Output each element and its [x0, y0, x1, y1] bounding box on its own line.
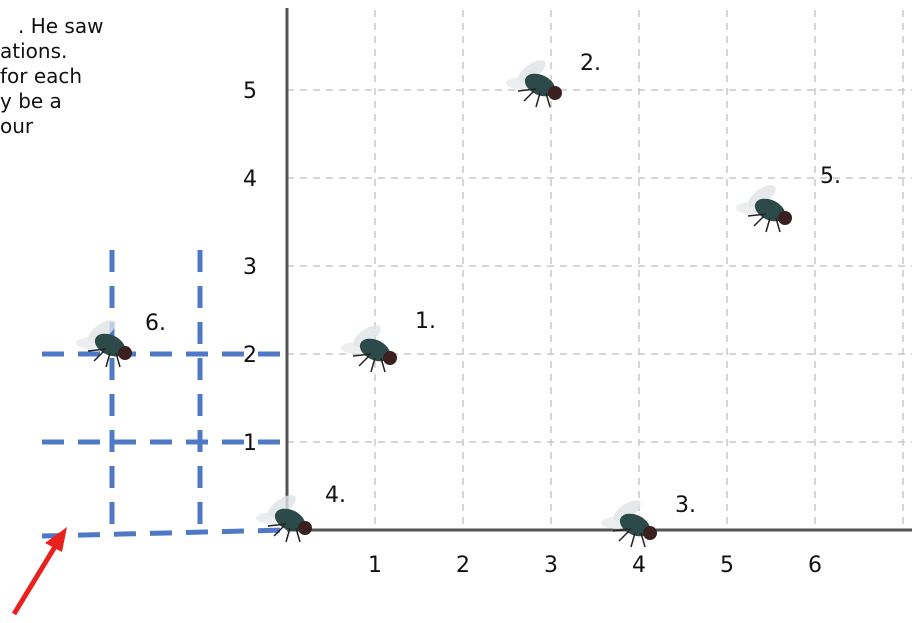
fly-label: 6.: [145, 311, 166, 336]
fly-head: [548, 86, 562, 100]
intro-line: our: [0, 114, 34, 138]
fly: [76, 316, 132, 367]
x-label: 6: [808, 553, 822, 578]
x-label: 3: [544, 553, 558, 578]
fly: [256, 491, 312, 542]
y-label: 4: [243, 167, 257, 192]
arrow: [14, 545, 56, 614]
intro-line: y be a: [0, 89, 62, 113]
fly: [736, 181, 792, 232]
x-label: 2: [456, 553, 470, 578]
intro-line: . He saw: [18, 14, 103, 38]
fly: [341, 321, 397, 372]
y-label: 1: [243, 431, 257, 456]
fly-label: 4.: [325, 483, 346, 508]
y-label: 3: [243, 255, 257, 280]
fly-head: [118, 346, 132, 360]
y-label: 5: [243, 79, 257, 104]
arrow-head: [45, 527, 67, 552]
fly-label: 2.: [580, 51, 601, 76]
fly-label: 3.: [675, 493, 696, 518]
intro-line: for each: [0, 64, 82, 88]
fly: [506, 56, 562, 107]
fly-head: [643, 526, 657, 540]
fly-label: 5.: [820, 164, 841, 189]
guide-line: [42, 530, 287, 536]
fly-head: [298, 521, 312, 535]
fly-head: [778, 211, 792, 225]
x-label: 5: [720, 553, 734, 578]
y-label: 2: [243, 343, 257, 368]
fly-head: [383, 351, 397, 365]
worksheet: . He sawations.for eachy be aour 1 2 3 4 5 6 1…: [0, 0, 912, 623]
x-label: 1: [368, 553, 382, 578]
fly: [601, 496, 657, 547]
x-label: 4: [632, 553, 646, 578]
fly-label: 1.: [415, 309, 436, 334]
intro-line: ations.: [0, 39, 67, 63]
